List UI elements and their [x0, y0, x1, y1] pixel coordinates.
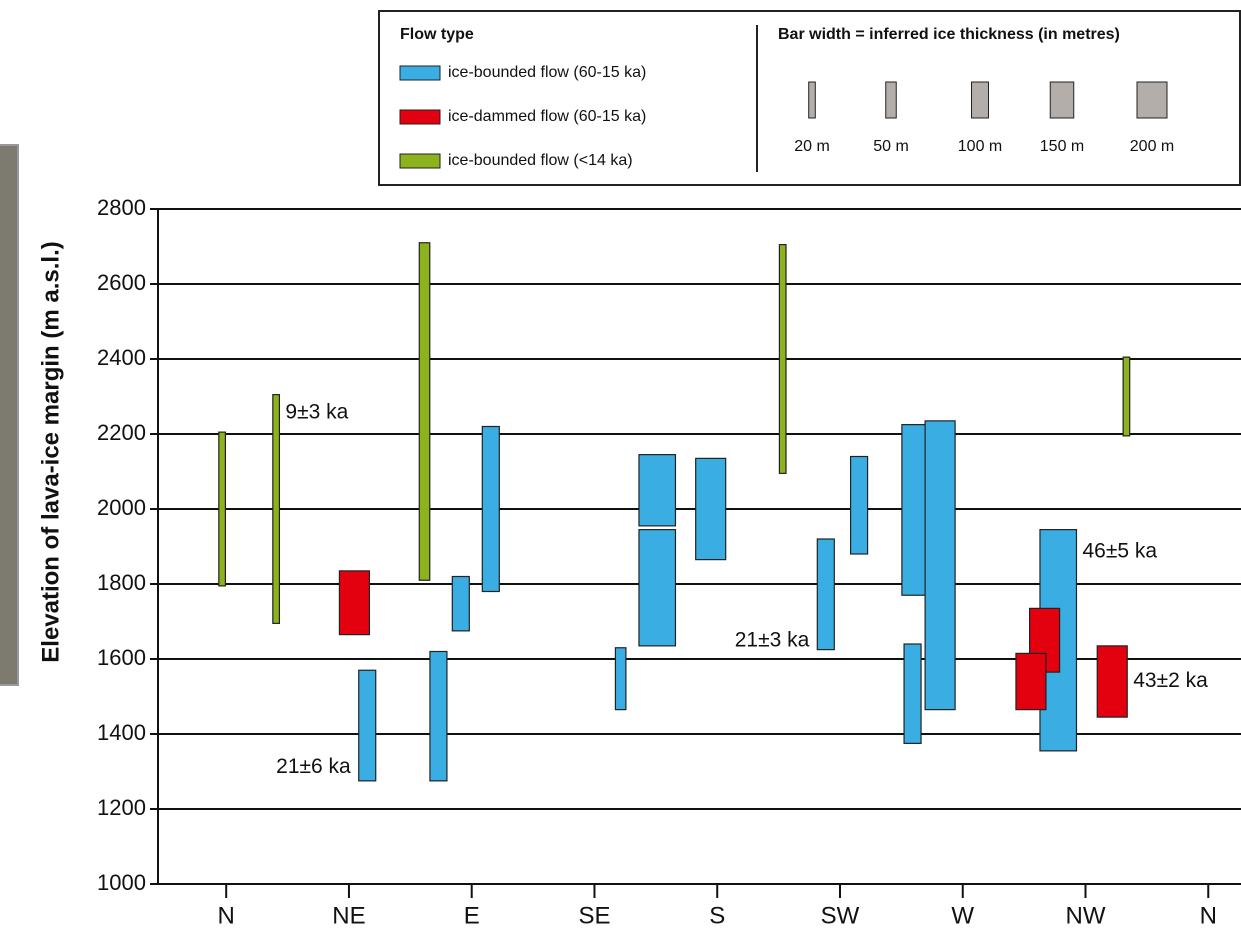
legend-label: ice-dammed flow (60-15 ka): [448, 108, 646, 125]
range-bar: [273, 395, 280, 624]
range-bar: [639, 530, 676, 646]
y-tick-label: 2400: [97, 345, 146, 370]
range-bar: [452, 577, 469, 631]
range-bar: [339, 571, 369, 635]
y-tick-label: 2800: [97, 195, 146, 220]
range-bar: [1097, 646, 1127, 717]
legend-swatch: [400, 66, 440, 80]
range-bar: [851, 457, 868, 555]
legend-swatch: [400, 154, 440, 168]
x-tick-label: N: [218, 902, 235, 929]
data-label: 46±5 ka: [1082, 539, 1157, 562]
range-bar: [779, 245, 786, 474]
chart: Flow type Bar width = inferred ice thick…: [0, 0, 1241, 938]
page: {"chart_data": { "type": "range-bar", "y…: [0, 0, 1241, 938]
y-tick-label: 1000: [97, 870, 146, 895]
width-swatch: [886, 82, 897, 118]
range-bar: [639, 455, 676, 526]
width-legend-title: Bar width = inferred ice thickness (in m…: [778, 26, 1120, 43]
width-swatch: [1050, 82, 1074, 118]
range-bar: [419, 243, 430, 581]
width-label: 150 m: [1040, 138, 1084, 155]
data-label: 9±3 ka: [285, 400, 348, 423]
range-bar: [482, 427, 499, 592]
x-tick-label: N: [1200, 902, 1217, 929]
x-tick-label: E: [464, 902, 480, 929]
range-bar: [817, 539, 834, 650]
data-label: 43±2 ka: [1133, 669, 1208, 692]
x-tick-label: W: [951, 902, 974, 929]
x-tick-label: SE: [578, 902, 610, 929]
range-bar: [902, 425, 926, 596]
range-bar: [925, 421, 955, 710]
y-tick-label: 1600: [97, 645, 146, 670]
y-tick-label: 2000: [97, 495, 146, 520]
width-label: 100 m: [958, 138, 1002, 155]
range-bar: [359, 670, 376, 781]
data-label: 21±6 ka: [276, 755, 351, 778]
width-label: 50 m: [873, 138, 909, 155]
x-tick-label: NE: [332, 902, 365, 929]
x-tick-label: SW: [821, 902, 860, 929]
y-tick-label: 2600: [97, 270, 146, 295]
width-label: 20 m: [794, 138, 830, 155]
range-bar: [615, 648, 626, 710]
y-tick-label: 1400: [97, 720, 146, 745]
y-tick-label: 2200: [97, 420, 146, 445]
range-bar: [219, 432, 226, 586]
x-tick-label: NW: [1066, 902, 1106, 929]
legend-swatch: [400, 110, 440, 124]
y-axis-label: Elevation of lava-ice margin (m a.s.l.): [37, 241, 64, 662]
x-tick-label: S: [709, 902, 725, 929]
range-bar: [1123, 357, 1130, 436]
range-bar: [696, 458, 726, 559]
width-swatch: [1137, 82, 1167, 118]
width-swatch: [972, 82, 989, 118]
y-tick-label: 1200: [97, 795, 146, 820]
data-label: 21±3 ka: [735, 628, 810, 651]
legend-label: ice-bounded flow (60-15 ka): [448, 64, 646, 81]
photo-fragment: [0, 145, 18, 685]
range-bar: [430, 652, 447, 781]
width-label: 200 m: [1130, 138, 1174, 155]
legend-label: ice-bounded flow (<14 ka): [448, 152, 633, 169]
legend-title: Flow type: [400, 26, 474, 43]
range-bar: [904, 644, 921, 743]
y-tick-label: 1800: [97, 570, 146, 595]
width-swatch: [809, 82, 816, 118]
range-bar: [1016, 653, 1046, 709]
